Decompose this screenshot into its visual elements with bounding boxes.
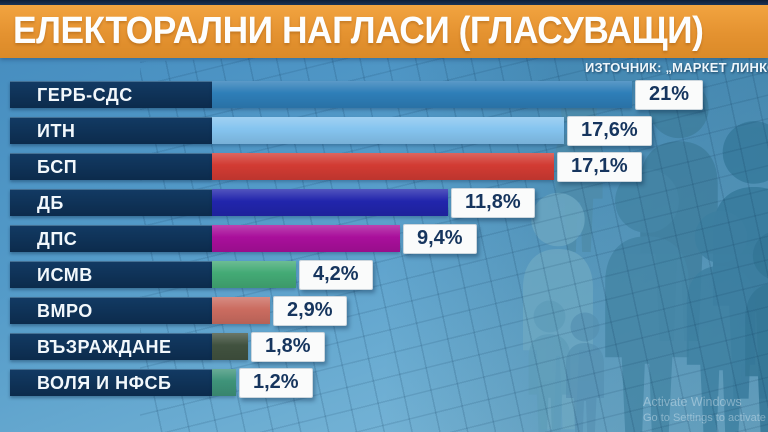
- party-name-label: ИСМВ: [10, 261, 212, 288]
- chart-row: ИТН 17,6%: [10, 115, 703, 146]
- activate-windows-watermark: Activate Windows Go to Settings to activ…: [643, 394, 768, 426]
- party-result-bar: [212, 297, 270, 324]
- party-result-bar: [212, 81, 632, 108]
- chart-row: ВМРО 2,9%: [10, 295, 703, 326]
- result-value-label: 17,1%: [557, 151, 642, 182]
- party-name-label: ИТН: [10, 117, 212, 144]
- result-value-label: 21%: [635, 79, 704, 110]
- result-value-label: 1,2%: [239, 367, 313, 398]
- chart-row: ГЕРБ-СДС 21%: [10, 79, 704, 110]
- result-value-label: 1,8%: [251, 331, 325, 362]
- party-result-bar: [212, 189, 448, 216]
- chart-row: ДПС 9,4%: [10, 223, 703, 254]
- chart-row: БСП 17,1%: [10, 151, 703, 182]
- result-value-label: 4,2%: [299, 259, 373, 290]
- chart-row: ВЪЗРАЖДАНЕ 1,8%: [10, 331, 703, 362]
- party-name-label: ДБ: [10, 189, 212, 216]
- result-value-label: 2,9%: [273, 295, 347, 326]
- party-name-label: ВЪЗРАЖДАНЕ: [10, 333, 212, 360]
- result-value-label: 9,4%: [403, 223, 477, 254]
- chart-row: ДБ 11,8%: [10, 187, 703, 218]
- title-bar: ЕЛЕКТОРАЛНИ НАГЛАСИ (ГЛАСУВАЩИ): [0, 5, 768, 58]
- party-result-bar: [212, 225, 400, 252]
- party-result-bar: [212, 261, 296, 288]
- top-letterbox-strip: [0, 0, 768, 5]
- chart-row: ВОЛЯ И НФСБ 1,2%: [10, 367, 703, 398]
- result-value-label: 17,6%: [567, 115, 652, 146]
- party-result-bar: [212, 333, 248, 360]
- watermark-line-2: Go to Settings to activate Windows.: [643, 412, 768, 424]
- party-name-label: ВМРО: [10, 297, 212, 324]
- party-name-label: ДПС: [10, 225, 212, 252]
- party-result-bar: [212, 117, 564, 144]
- source-label: ИЗТОЧНИК: „МАРКЕТ ЛИНКС: [585, 60, 768, 75]
- watermark-line-1: Activate Windows: [643, 395, 742, 409]
- party-result-bar: [212, 153, 554, 180]
- party-name-label: ВОЛЯ И НФСБ: [10, 369, 212, 396]
- result-value-label: 11,8%: [451, 187, 535, 218]
- poll-bar-chart: ГЕРБ-СДС 21% ИТН 17,6% БСП 17,1% ДБ 11,8…: [10, 79, 704, 398]
- chart-row: ИСМВ 4,2%: [10, 259, 703, 290]
- party-name-label: БСП: [10, 153, 212, 180]
- party-name-label: ГЕРБ-СДС: [10, 81, 212, 108]
- page-title: ЕЛЕКТОРАЛНИ НАГЛАСИ (ГЛАСУВАЩИ): [13, 10, 704, 52]
- party-result-bar: [212, 369, 236, 396]
